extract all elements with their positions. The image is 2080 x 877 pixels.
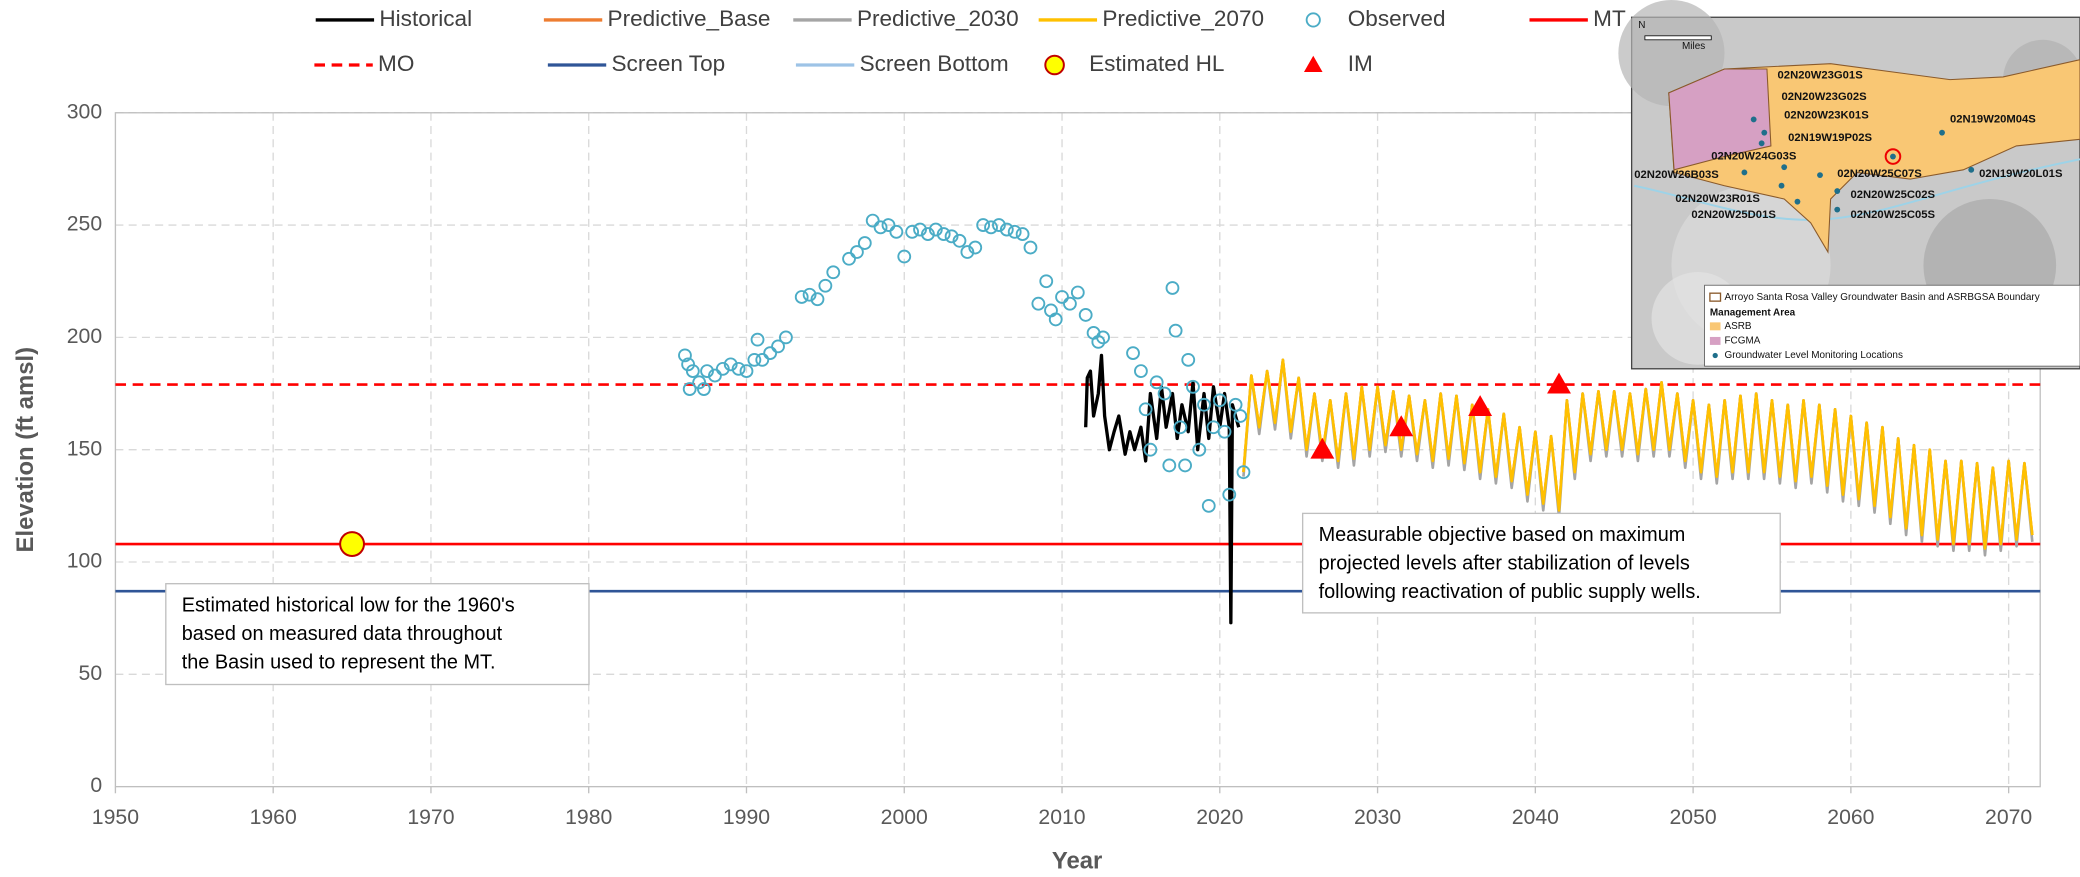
map-well xyxy=(1761,130,1767,136)
annotation-text: Measurable objective based on maximum xyxy=(1319,524,1686,546)
legend-label: Predictive_2030 xyxy=(857,6,1019,31)
annotation-text: Estimated historical low for the 1960's xyxy=(182,594,515,616)
map-well-label: 02N20W23K01S xyxy=(1784,109,1869,121)
map-well-label: 02N20W23G02S xyxy=(1782,91,1868,103)
map-well xyxy=(1795,199,1801,205)
y-tick-label: 100 xyxy=(67,550,102,573)
y-tick-label: 150 xyxy=(67,437,102,460)
map-well-label: 02N20W23G01S xyxy=(1778,70,1864,82)
legend-label: Predictive_Base xyxy=(608,6,771,31)
map-scale xyxy=(1645,36,1711,40)
y-tick-label: 50 xyxy=(79,662,103,685)
marker-circle xyxy=(340,532,364,556)
legend-label: MT xyxy=(1593,6,1626,31)
map-well-label: 02N20W25C05S xyxy=(1851,209,1936,221)
map-well-label: 02N19W20L01S xyxy=(1979,168,2063,180)
map-well-label: 02N19W19P02S xyxy=(1788,132,1872,144)
x-tick-label: 1980 xyxy=(565,806,612,829)
map-well xyxy=(1759,140,1765,146)
map-well-label: 02N20W25D01S xyxy=(1691,209,1776,221)
legend-label: Historical xyxy=(379,6,472,31)
x-tick-label: 2020 xyxy=(1196,806,1243,829)
map-well xyxy=(1751,116,1757,122)
x-tick-label: 1950 xyxy=(92,806,139,829)
map-well-label: 02N20W25C02S xyxy=(1851,189,1936,201)
map-legend-swatch xyxy=(1710,322,1721,330)
annotation-text: the Basin used to represent the MT. xyxy=(182,652,496,674)
map-legend-label: Management Area xyxy=(1710,308,1796,319)
x-tick-label: 2050 xyxy=(1670,806,1717,829)
y-tick-label: 200 xyxy=(67,325,102,348)
legend-label: MO xyxy=(378,51,414,76)
map-well xyxy=(1817,172,1823,178)
x-tick-label: 2030 xyxy=(1354,806,1401,829)
annotation-text: projected levels after stabilization of … xyxy=(1319,553,1690,575)
map-well xyxy=(1890,154,1896,160)
map-legend-label: Arroyo Santa Rosa Valley Groundwater Bas… xyxy=(1724,292,2039,303)
inset-map: N Miles 02N20W23G01S 02N20W23G02S 02N20W23K0… xyxy=(1618,0,2080,369)
annotation-text: following reactivation of public supply … xyxy=(1319,581,1701,603)
map-well xyxy=(1968,167,1974,173)
x-tick-label: 1990 xyxy=(723,806,770,829)
map-well-label: 02N20W23R01S xyxy=(1675,193,1760,205)
x-tick-label: 2010 xyxy=(1038,806,1085,829)
y-axis-title: Elevation (ft amsl) xyxy=(12,347,39,553)
annotation-text: based on measured data throughout xyxy=(182,623,503,645)
map-north: N xyxy=(1638,20,1645,31)
legend-label: Observed xyxy=(1348,6,1446,31)
map-legend-swatch xyxy=(1713,353,1718,358)
map-well-label: 02N20W26B03S xyxy=(1634,169,1719,181)
map-scale-label: Miles xyxy=(1682,41,1705,52)
page: {"chart_data": {"type": "line", "x_label… xyxy=(0,0,2080,877)
y-tick-label: 300 xyxy=(67,100,102,123)
y-tick-label: 250 xyxy=(67,213,102,236)
map-well xyxy=(1939,130,1945,136)
legend-label: IM xyxy=(1348,51,1373,76)
legend-label: Screen Bottom xyxy=(860,51,1009,76)
x-tick-label: 2070 xyxy=(1985,806,2032,829)
map-well xyxy=(1834,188,1840,194)
legend-label: Screen Top xyxy=(612,51,726,76)
legend-swatch xyxy=(1045,56,1064,75)
map-legend-label: ASRB xyxy=(1724,321,1751,332)
map-well-label: 02N20W24G03S xyxy=(1711,151,1797,163)
legend-label: Estimated HL xyxy=(1089,51,1224,76)
x-tick-label: 2000 xyxy=(881,806,928,829)
chart: Year Elevation (ft amsl) 0 50 100 150 200 250… xyxy=(0,0,2080,877)
map-legend-swatch xyxy=(1710,337,1721,345)
legend-label: Predictive_2070 xyxy=(1102,6,1264,31)
x-tick-label: 2060 xyxy=(1827,806,1874,829)
x-tick-label: 1960 xyxy=(250,806,297,829)
x-axis-title: Year xyxy=(1052,848,1102,875)
map-well xyxy=(1741,170,1747,176)
map-legend-label: Groundwater Level Monitoring Locations xyxy=(1724,350,1902,361)
y-tick-label: 0 xyxy=(90,774,102,797)
x-tick-label: 1970 xyxy=(407,806,454,829)
map-well xyxy=(1834,207,1840,213)
map-well xyxy=(1781,164,1787,170)
map-well xyxy=(1779,183,1785,189)
map-well-label: 02N20W25C07S xyxy=(1837,168,1922,180)
map-legend-label: FCGMA xyxy=(1724,336,1760,347)
map-well-label: 02N19W20M04S xyxy=(1950,113,2036,125)
x-tick-label: 2040 xyxy=(1512,806,1559,829)
